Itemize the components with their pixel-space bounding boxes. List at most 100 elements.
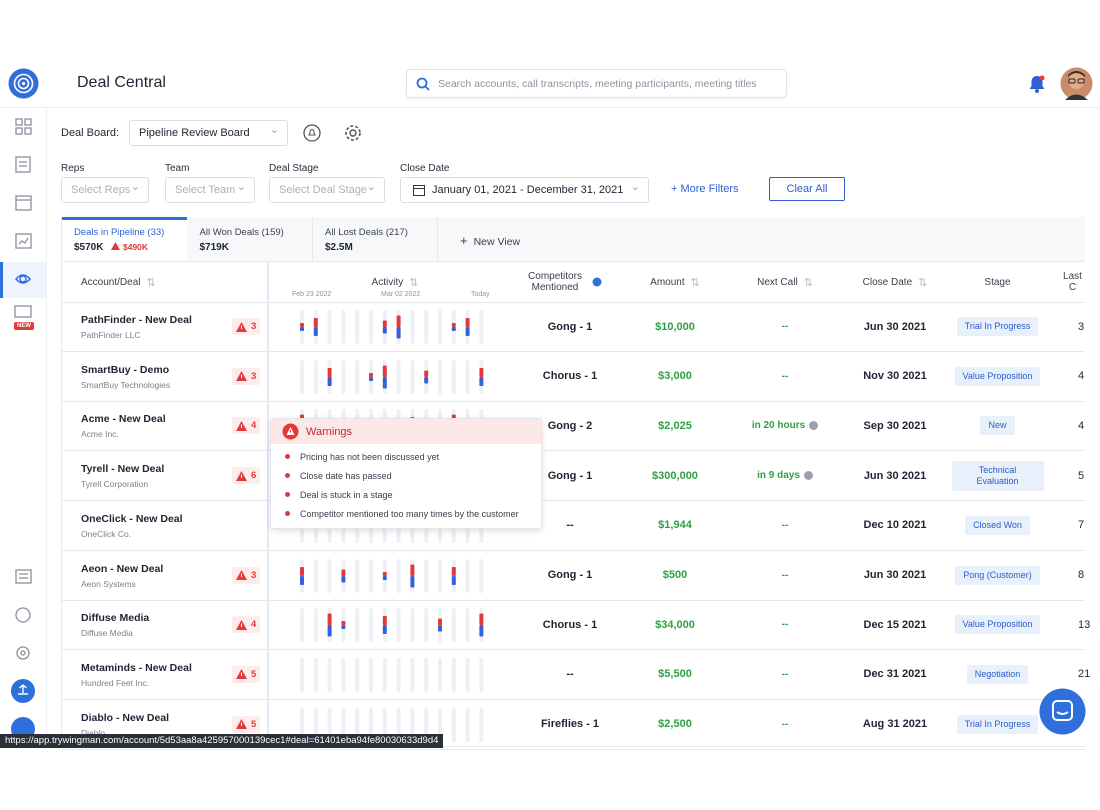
close-date: Jun 30 2021 [840,302,950,351]
next-call-text: in 9 days [757,470,800,482]
sort-icon: ⇅ [409,276,419,289]
last-call-text: 7 [1078,519,1085,532]
deal-row[interactable]: Diablo - New Deal Diablo 5 Fireflies - 1 $2,… [62,700,1085,750]
competitors-text: Gong - 1 [547,569,593,581]
logo[interactable] [8,68,39,99]
last-call: 13 [1045,600,1090,649]
warning-badge[interactable]: 3 [232,318,261,335]
warning-badge[interactable]: 5 [232,665,261,683]
last-call: 4 [1045,401,1085,450]
notification-bell[interactable] [1027,74,1047,94]
activity-date: Today [471,291,490,298]
next-call-text: -- [781,370,789,382]
account-name: Diffuse Media [81,628,133,639]
last-call-text: 21 [1078,668,1091,681]
tab[interactable]: Deals in Pipeline (33) $570K $490K [62,217,187,261]
filter-select[interactable]: Select Reps [61,175,149,203]
warning-badge[interactable]: 6 [232,467,261,485]
filter-select[interactable]: Select Team [165,175,255,203]
deal-name: Diffuse Media [81,612,150,625]
deal-row[interactable]: Tyrell - New Deal Tyrell Corporation 6 Gong… [62,451,1085,502]
board-label: Deal Board: [61,127,120,139]
warning-count: 4 [251,619,257,631]
bullet [285,492,290,497]
tab-title: All Lost Deals (217) [325,227,408,238]
filter-select[interactable]: Select Deal Stage [269,175,385,203]
calendar-icon [413,185,425,196]
new-view[interactable]: + New View [460,233,521,248]
board-value: Pipeline Review Board [139,127,250,139]
column-header[interactable]: Amount ⇅ [620,262,730,302]
account-name: Tyrell Corporation [81,479,149,490]
clear-all-button[interactable]: Clear All [769,177,845,201]
filter-value: Select Deal Stage [279,184,368,196]
next-call-text: -- [781,718,789,730]
warning-badge[interactable]: 3 [232,367,261,385]
competitors: Gong - 2 [520,401,620,450]
competitors-text: -- [566,668,574,681]
column-header[interactable]: Next Call ⇅ [730,262,840,302]
warning-icon [236,570,247,580]
stage: Technical Evaluation [950,451,1045,500]
chat-button[interactable] [1039,688,1086,735]
column-header: Competitors Mentioned [520,262,606,302]
amount-text: $500 [662,569,688,581]
warning-badge[interactable]: 4 [232,616,261,634]
tab[interactable]: All Won Deals (159) $719K [188,217,313,261]
filter-select[interactable]: January 01, 2021 - December 31, 2021 [400,175,649,203]
warning-badge[interactable]: 3 [232,566,261,584]
warning-count: 6 [251,470,257,482]
deal-name: Tyrell - New Deal [81,463,165,476]
stage: Value Proposition [950,600,1045,649]
search-box[interactable]: Search accounts, call transcripts, meeti… [406,69,787,98]
info-icon [592,277,602,287]
frozen-divider [267,262,269,747]
next-call: -- [730,700,840,749]
warning-badge[interactable]: 4 [232,417,261,435]
risk-amount: $490K [123,242,149,252]
deal-row[interactable]: Aeon - New Deal Aeon Systems 3 Gong - 1 $500… [62,551,1085,601]
sidebar-icons[interactable] [0,107,46,747]
deal-row[interactable]: Metaminds - New Deal Hundred Feet Inc. 5 --… [62,650,1090,700]
warning-badge[interactable]: 5 [232,715,261,733]
amount-text: $34,000 [655,618,695,631]
competitors: Gong - 1 [520,302,620,351]
next-call: in 9 days [730,451,840,500]
amount: $500 [620,551,730,600]
stage-text: Value Proposition [954,366,1041,386]
amount: $10,000 [620,302,730,351]
deal-row[interactable]: Acme - New Deal Acme Inc. 4 Gong - 2 $2,025 i… [62,401,1085,452]
avatar[interactable] [1060,67,1093,100]
column-header[interactable]: Account/Deal ⇅ [62,262,268,302]
close-date-text: Jun 30 2021 [863,469,927,482]
amount-text: $5,500 [658,668,692,681]
board-icons[interactable] [303,123,363,143]
next-call: -- [730,302,840,351]
account-name: Acme Inc. [81,429,119,440]
close-date-text: Aug 31 2021 [862,718,928,731]
account-name: Diablo [81,727,106,738]
warning-icon [236,669,247,680]
deal-row[interactable]: PathFinder - New Deal PathFinder LLC 3 Gong… [62,302,1085,352]
column-header[interactable]: Close Date ⇅ [840,262,950,302]
filter-value: January 01, 2021 - December 31, 2021 [432,184,624,196]
amount-text: $3,000 [658,370,692,383]
deal-row[interactable]: SmartBuy - Demo SmartBuy Technologies 3 Cho… [62,352,1085,402]
tab[interactable]: All Lost Deals (217) $2.5M [313,217,438,261]
tab-risk: $490K [111,242,148,252]
competitors: Gong - 1 [520,451,620,500]
column-header[interactable]: Activity ⇅ [270,262,520,302]
bullet [285,473,290,478]
board-select[interactable]: Pipeline Review Board [129,118,288,146]
tooltip-header [271,419,541,444]
deal-row[interactable]: OneClick - New Deal OneClick Co. -- $1,944 -… [62,501,1085,551]
deal-row[interactable]: Diffuse Media Diffuse Media 4 Chorus - 1 $34… [62,600,1090,651]
warning-count: 5 [251,718,257,730]
next-call-text: in 20 hours [751,420,806,432]
amount: $3,000 [620,352,730,401]
stage-text: Trial In Progress [956,714,1039,734]
tooltip-title: Warnings [306,426,353,438]
more-filters[interactable]: + More Filters [671,183,739,195]
stage-text: Value Proposition [954,615,1041,635]
amount: $300,000 [620,451,730,500]
